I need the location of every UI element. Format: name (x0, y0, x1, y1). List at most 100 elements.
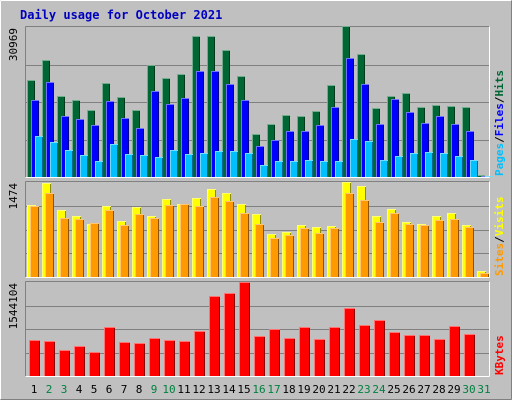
bar-pages-day-7 (125, 154, 133, 177)
bar-kbytes-day-3 (59, 350, 70, 376)
bar-fill (125, 154, 133, 177)
bar-fill (149, 338, 160, 376)
legend-separator: / (493, 136, 506, 143)
day-label-25: 25 (387, 383, 400, 396)
bar-fill (164, 340, 175, 376)
bar-fill (194, 331, 205, 376)
bar-fill (420, 225, 429, 277)
bar-kbytes-day-10 (164, 340, 175, 376)
bar-sites-day-11 (180, 204, 189, 277)
bar-kbytes-day-2 (44, 341, 55, 376)
day-label-16: 16 (252, 383, 265, 396)
bar-fill (361, 84, 369, 177)
bar-sites-day-7 (120, 225, 129, 277)
day-label-22: 22 (342, 383, 355, 396)
bar-fill (179, 341, 190, 376)
bar-sites-day-26 (405, 224, 414, 277)
legend-text: KBytes (493, 335, 506, 375)
bar-kbytes-day-15 (239, 282, 250, 376)
day-label-6: 6 (106, 383, 113, 396)
bar-fill (286, 131, 294, 177)
bar-fill (209, 296, 220, 376)
chart-panels: 30969Pages/Files/Hits1474Sites/Visits154… (7, 26, 506, 377)
bar-fill (75, 219, 84, 277)
bar-fill (95, 161, 103, 177)
day-label-29: 29 (447, 383, 460, 396)
bar-sites-day-3 (60, 218, 69, 277)
day-label-20: 20 (312, 383, 325, 396)
bar-sites-day-18 (285, 235, 294, 277)
bar-fill (46, 82, 54, 177)
bar-fill (200, 153, 208, 177)
bar-fill (59, 350, 70, 376)
bar-kbytes-day-19 (299, 327, 310, 376)
bar-fill (376, 124, 384, 177)
bar-kbytes-day-30 (464, 334, 475, 376)
bar-kbytes-day-25 (389, 332, 400, 376)
bar-pages-day-30 (470, 160, 478, 177)
legend-separator: / (493, 236, 506, 243)
bar-kbytes-day-24 (374, 320, 385, 376)
day-label-4: 4 (76, 383, 83, 396)
day-labels: 1 2 3 4 5 6 7 8 9 10 11 12 13 14 15 16 17 18 19 20 21 22 23 24 2… (31, 383, 491, 396)
panel-legend: Sites/Visits (493, 197, 506, 277)
bar-fill (465, 227, 474, 277)
day-label-9: 9 (151, 383, 158, 396)
bar-pages-day-23 (365, 141, 373, 177)
bar-fill (436, 116, 444, 177)
bar-pages-day-9 (155, 157, 163, 177)
bar-kbytes-day-18 (284, 338, 295, 376)
bar-fill (450, 219, 459, 277)
bar-sites-day-24 (375, 222, 384, 277)
bar-fill (151, 91, 159, 177)
day-label-3: 3 (61, 383, 68, 396)
bar-fill (60, 218, 69, 277)
series-kbytes (29, 282, 475, 376)
bar-fill (255, 224, 264, 277)
bar-fill (350, 139, 358, 177)
legend-text: Pages/Files/Hits (493, 70, 506, 176)
day-label-12: 12 (192, 383, 205, 396)
bar-sites-day-13 (210, 197, 219, 277)
bar-fill (470, 160, 478, 177)
bar-fill (150, 218, 159, 277)
legend-item-visits: Visits (493, 197, 506, 237)
bar-pages-day-18 (290, 161, 298, 177)
bar-sites-day-9 (150, 218, 159, 277)
day-label-31: 31 (477, 383, 490, 396)
bar-fill (346, 58, 354, 177)
bar-fill (35, 136, 43, 177)
bar-sites-day-10 (165, 205, 174, 277)
chart-title: Daily usage for October 2021 (20, 8, 222, 22)
bar-fill (215, 151, 223, 177)
bar-fill (181, 98, 189, 177)
bar-sites-day-19 (300, 228, 309, 277)
bar-sites-day-6 (105, 210, 114, 277)
bar-pages-day-17 (275, 161, 283, 177)
day-label-27: 27 (417, 383, 430, 396)
bar-fill (74, 346, 85, 376)
bar-sites-day-28 (435, 220, 444, 277)
bar-kbytes-day-1 (29, 340, 40, 376)
bar-pages-day-5 (95, 161, 103, 177)
panel-legend: Pages/Files/Hits (493, 70, 506, 176)
legend-item-pages: Pages (493, 143, 506, 176)
bar-kbytes-day-17 (269, 329, 280, 376)
bar-kbytes-day-7 (119, 342, 130, 376)
bar-fill (105, 210, 114, 277)
bar-fill (196, 71, 204, 177)
day-label-14: 14 (222, 383, 236, 396)
bar-sites-day-23 (360, 200, 369, 277)
bar-fill (260, 165, 268, 177)
bar-fill (329, 327, 340, 376)
bar-fill (50, 142, 58, 177)
bar-fill (360, 200, 369, 277)
bar-kbytes-day-29 (449, 326, 460, 376)
bar-fill (365, 141, 373, 177)
bar-fill (451, 124, 459, 177)
bar-sites-day-14 (225, 201, 234, 277)
bar-fill (61, 116, 69, 177)
bar-fill (344, 308, 355, 376)
